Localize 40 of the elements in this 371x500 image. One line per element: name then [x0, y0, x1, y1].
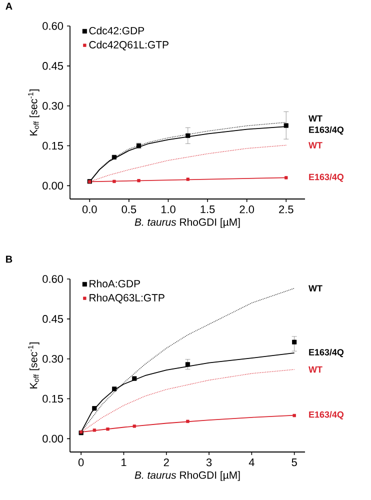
y-tick-label: 0.30	[42, 354, 64, 363]
x-tick-label: 1	[122, 458, 126, 466]
x-tick-label: 2.5	[279, 206, 294, 214]
y-tick-label: 0.45	[42, 315, 64, 323]
x-tick-label: 3	[206, 458, 212, 466]
y-tick-label: 0.15	[42, 394, 64, 403]
x-tick-label: 0.5	[122, 206, 136, 214]
y-tick-label: 0.00	[42, 434, 64, 443]
legend-label: RhoAQ63L:GTP	[90, 294, 164, 304]
chart-title: B	[6, 256, 12, 263]
x-tick-label: 1.0	[161, 206, 176, 214]
legend-label: RhoA:GDP	[90, 280, 140, 288]
chart-title: A	[6, 2, 12, 10]
y-axis-title: K$_{off}$ [sec$^{-1}$]	[28, 342, 40, 388]
series-label: E163/4Q	[309, 411, 344, 420]
x-tick-label: 2.0	[240, 206, 254, 214]
x-tick-label: 4	[248, 458, 254, 466]
y-tick-label: 0.60	[42, 275, 64, 283]
x-tick-label: 2	[164, 458, 169, 466]
series-label: WT	[308, 366, 322, 373]
x-tick-label: 5	[292, 458, 297, 466]
x-tick-label: 0.0	[82, 206, 97, 214]
y-tick-label: 0.45	[42, 62, 64, 70]
text: E163/4Q	[309, 126, 344, 135]
x-tick-label: 0	[78, 458, 84, 466]
text: WT	[308, 142, 322, 148]
y-tick-label: 0.00	[42, 182, 64, 190]
legend-label: Cdc42Q61L:GTP	[89, 40, 168, 50]
y-tick-label: 0.60	[42, 22, 64, 30]
x-axis-title: B. taurus RhoGDI [µM]	[134, 471, 240, 481]
text: WT	[308, 115, 322, 122]
y-tick-label: 0.15	[42, 142, 64, 150]
legend-label: Cdc42:GDP	[89, 26, 144, 34]
x-tick-label: 1.5	[200, 206, 215, 214]
y-tick-label: 0.30	[42, 102, 64, 110]
series-label: E163/4Q	[309, 348, 344, 358]
series-label: WT	[308, 285, 322, 292]
x-axis-title: B. taurus RhoGDI [µM]	[134, 218, 240, 228]
y-axis-title: K$_{off}$ [sec$^{-1}$]	[28, 90, 40, 136]
text: E163/4Q	[309, 174, 344, 182]
